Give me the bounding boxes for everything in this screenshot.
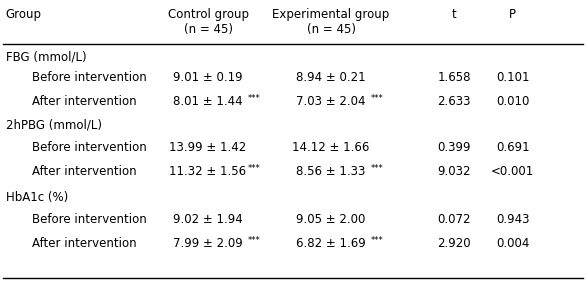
Text: 11.32 ± 1.56: 11.32 ± 1.56 xyxy=(169,165,247,178)
Text: t: t xyxy=(452,8,456,21)
Text: 8.94 ± 0.21: 8.94 ± 0.21 xyxy=(297,71,366,84)
Text: 9.02 ± 1.94: 9.02 ± 1.94 xyxy=(173,213,243,226)
Text: Before intervention: Before intervention xyxy=(32,141,147,154)
Text: Before intervention: Before intervention xyxy=(32,213,147,226)
Text: Before intervention: Before intervention xyxy=(32,71,147,84)
Text: 0.399: 0.399 xyxy=(437,141,471,154)
Text: 0.943: 0.943 xyxy=(496,213,530,226)
Text: 9.032: 9.032 xyxy=(437,165,471,178)
Text: 13.99 ± 1.42: 13.99 ± 1.42 xyxy=(169,141,247,154)
Text: 0.691: 0.691 xyxy=(496,141,530,154)
Text: ***: *** xyxy=(371,164,384,173)
Text: 0.072: 0.072 xyxy=(437,213,471,226)
Text: FBG (mmol/L): FBG (mmol/L) xyxy=(6,50,87,63)
Text: ***: *** xyxy=(248,94,261,103)
Text: ***: *** xyxy=(248,164,261,173)
Text: <0.001: <0.001 xyxy=(491,165,534,178)
Text: 9.05 ± 2.00: 9.05 ± 2.00 xyxy=(297,213,366,226)
Text: 6.82 ± 1.69: 6.82 ± 1.69 xyxy=(296,237,366,250)
Text: 9.01 ± 0.19: 9.01 ± 0.19 xyxy=(173,71,243,84)
Text: HbA1c (%): HbA1c (%) xyxy=(6,191,68,204)
Text: Experimental group
(n = 45): Experimental group (n = 45) xyxy=(272,8,390,36)
Text: 14.12 ± 1.66: 14.12 ± 1.66 xyxy=(292,141,370,154)
Text: ***: *** xyxy=(248,236,261,245)
Text: 2hPBG (mmol/L): 2hPBG (mmol/L) xyxy=(6,119,102,132)
Text: After intervention: After intervention xyxy=(32,165,137,178)
Text: After intervention: After intervention xyxy=(32,95,137,108)
Text: 2.633: 2.633 xyxy=(437,95,471,108)
Text: ***: *** xyxy=(371,94,384,103)
Text: P: P xyxy=(509,8,516,21)
Text: After intervention: After intervention xyxy=(32,237,137,250)
Text: 0.101: 0.101 xyxy=(496,71,530,84)
Text: Control group
(n = 45): Control group (n = 45) xyxy=(168,8,248,36)
Text: 7.99 ± 2.09: 7.99 ± 2.09 xyxy=(173,237,243,250)
Text: 8.01 ± 1.44: 8.01 ± 1.44 xyxy=(173,95,243,108)
Text: ***: *** xyxy=(371,236,384,245)
Text: 8.56 ± 1.33: 8.56 ± 1.33 xyxy=(297,165,366,178)
Text: 7.03 ± 2.04: 7.03 ± 2.04 xyxy=(297,95,366,108)
Text: 1.658: 1.658 xyxy=(437,71,471,84)
Text: 2.920: 2.920 xyxy=(437,237,471,250)
Text: 0.004: 0.004 xyxy=(496,237,529,250)
Text: 0.010: 0.010 xyxy=(496,95,529,108)
Text: Group: Group xyxy=(6,8,42,21)
